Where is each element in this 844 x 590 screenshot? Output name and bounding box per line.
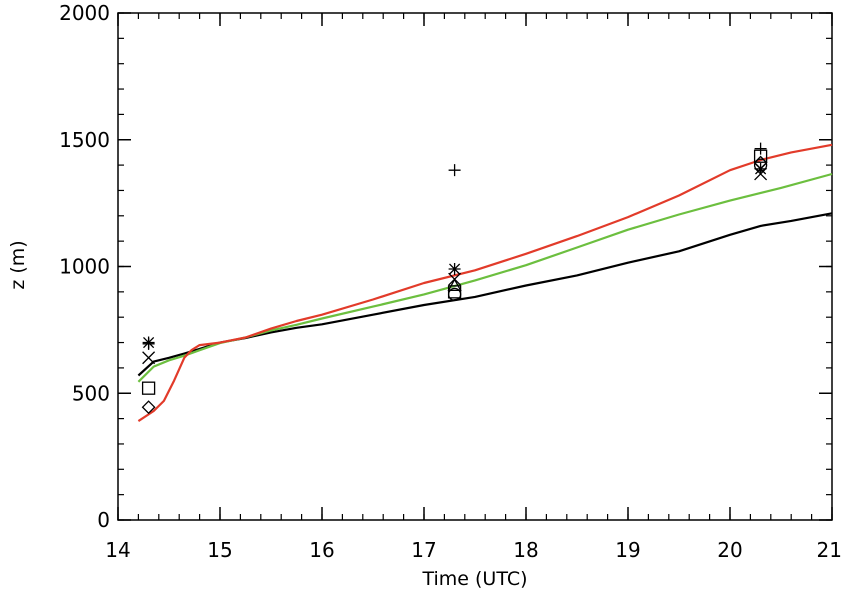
x-tick-label: 18 [513,538,538,562]
square-marker-shape [753,149,768,163]
x-tick-label: 20 [717,538,742,562]
y-tick-label: 1000 [59,255,110,279]
asterisk-marker-shape [754,162,767,175]
y-tick-label: 0 [97,508,110,532]
axes-frame [117,12,833,521]
marker-square [753,149,768,163]
marker-plus [142,337,155,350]
plus-marker-shape [754,142,767,155]
marker-circle [447,287,462,302]
series-line-2 [137,172,833,383]
major-ticks [117,12,833,521]
marker-plus [448,164,461,177]
series-line-3 [137,143,833,423]
plus-marker-shape [142,337,155,350]
cross-marker-shape [142,351,156,365]
minor-ticks [117,12,833,521]
x-tick-label: 15 [207,538,232,562]
x-tick-label: 16 [309,538,334,562]
diamond-marker-shape [141,400,156,415]
marker-asterisk [448,263,461,276]
x-tick-label: 14 [105,538,130,562]
plus-marker-shape [448,164,461,177]
tick-labels: 14 15 16 17 18 19 20 21 0 500 1000 1500 2000 [59,1,842,562]
markers [141,142,768,415]
asterisk-marker-shape [448,263,461,276]
y-tick-label: 1500 [59,128,110,152]
x-axis-label: Time (UTC) [421,568,527,590]
y-tick-label: 500 [72,381,110,405]
marker-cross [754,167,768,181]
cross-marker-shape [754,167,768,181]
marker-triangle [447,278,462,291]
series-line-1 [137,212,833,377]
x-tick-label: 21 [817,538,842,562]
marker-plus [754,142,767,155]
marker-cross [142,351,156,365]
square-marker-shape [141,381,156,395]
x-tick-label: 19 [615,538,640,562]
marker-asterisk [754,162,767,175]
y-axis-label: z (m) [7,240,29,289]
marker-diamond [141,400,156,415]
triangle-marker-shape [447,278,462,291]
y-tick-label: 2000 [59,1,110,25]
circle-marker-shape [447,287,462,302]
marker-square [141,381,156,395]
series-lines [137,143,833,423]
plot-frame [117,12,833,521]
x-tick-label: 17 [411,538,436,562]
